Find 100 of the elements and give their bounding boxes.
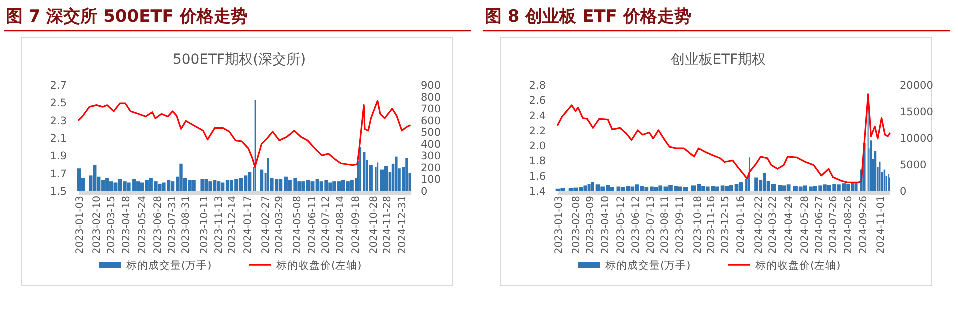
bar bbox=[208, 182, 212, 191]
x-tick-label: 2023-08-31 bbox=[181, 196, 192, 254]
x-tick-label: 2023-11-16 bbox=[706, 196, 718, 254]
bar bbox=[395, 156, 398, 191]
bar bbox=[260, 170, 264, 191]
x-tick-label: 2024-03-29 bbox=[274, 196, 286, 254]
y2-tick-label: 5000 bbox=[900, 160, 927, 172]
y-tick-label: 2.5 bbox=[50, 98, 67, 110]
x-tick-label: 2023-12-15 bbox=[720, 196, 732, 254]
x-tick-label: 2024-08-26 bbox=[844, 196, 855, 254]
y-tick-label: 1.8 bbox=[529, 156, 546, 168]
x-tick-label: 2023-02-08 bbox=[571, 196, 582, 254]
bar bbox=[284, 176, 288, 191]
y2-tick-label: 500 bbox=[421, 127, 442, 140]
x-tick-label: 2023-04-10 bbox=[600, 196, 612, 254]
x-tick-label: 2024-02-22 bbox=[754, 196, 765, 254]
line-series bbox=[557, 94, 891, 184]
y2-tick-label: 900 bbox=[421, 80, 442, 92]
x-tick-label: 2023-02-10 bbox=[92, 196, 103, 254]
x-tick-label: 2024-07-26 bbox=[828, 196, 840, 254]
x-tick-label: 2024-05-08 bbox=[292, 196, 304, 254]
x-tick-label: 2024-07-12 bbox=[321, 196, 332, 254]
legend-label: 标的收盘价(左轴) bbox=[276, 259, 362, 272]
bar bbox=[298, 182, 302, 191]
bar bbox=[846, 184, 851, 191]
bar bbox=[279, 179, 283, 191]
y-tick-label: 2.2 bbox=[529, 125, 546, 138]
bar bbox=[204, 179, 208, 191]
x-tick-label: 2023-01-03 bbox=[75, 196, 86, 254]
y-tick-label: 2.8 bbox=[529, 80, 546, 92]
bar bbox=[110, 182, 114, 191]
bar bbox=[725, 186, 730, 191]
bar bbox=[217, 182, 221, 191]
y-tick-label: 1.6 bbox=[529, 170, 546, 183]
x-tick-label: 2024-03-22 bbox=[768, 196, 779, 254]
y-tick-label: 1.4 bbox=[529, 186, 546, 198]
y-tick-label: 1.9 bbox=[50, 150, 67, 163]
y-tick-label: 2.1 bbox=[50, 133, 67, 145]
bar bbox=[328, 182, 332, 191]
x-tick-label: 2024-04-24 bbox=[784, 196, 795, 254]
bar bbox=[739, 182, 744, 191]
x-tick-label: 2023-10-18 bbox=[692, 196, 704, 254]
y-tick-label: 2.3 bbox=[50, 115, 67, 128]
bar bbox=[654, 187, 658, 191]
bar bbox=[406, 158, 408, 191]
x-tick-label: 2024-12-31 bbox=[397, 196, 408, 254]
x-tick-label: 2023-11-13 bbox=[214, 196, 225, 254]
bar bbox=[762, 172, 766, 191]
x-tick-label: 2023-06-28 bbox=[152, 196, 164, 254]
y2-tick-label: 100 bbox=[421, 174, 442, 186]
x-tick-label: 2024-11-28 bbox=[382, 196, 394, 254]
x-tick-label: 2024-06-27 bbox=[814, 196, 826, 254]
bar bbox=[384, 166, 388, 191]
y2-tick-label: 600 bbox=[421, 115, 442, 128]
x-tick-label: 2023-06-12 bbox=[631, 196, 642, 254]
y2-tick-label: 10000 bbox=[900, 133, 934, 145]
x-tick-label: 2024-05-28 bbox=[800, 196, 812, 254]
bar bbox=[180, 164, 183, 191]
x-tick-label: 2024-10-28 bbox=[368, 196, 380, 254]
bar bbox=[591, 182, 594, 191]
y2-tick-label: 0 bbox=[900, 186, 907, 198]
x-tick-label: 2023-05-24 bbox=[137, 196, 148, 254]
y2-tick-label: 300 bbox=[421, 150, 442, 163]
y2-tick-label: 200 bbox=[421, 162, 442, 174]
chart-title: 图 7 深交所 500ETF 价格走势 bbox=[6, 7, 248, 27]
bar bbox=[803, 186, 808, 191]
y-tick-label: 1.5 bbox=[50, 186, 67, 198]
legend-label: 标的成交量(万手) bbox=[604, 259, 691, 272]
bar bbox=[630, 186, 635, 191]
line-series bbox=[78, 100, 411, 168]
x-tick-label: 2023-12-14 bbox=[228, 196, 239, 254]
x-tick-label: 2023-07-31 bbox=[168, 196, 179, 254]
x-tick-label: 2023-09-11 bbox=[674, 196, 686, 254]
x-tick-label: 2024-01-16 bbox=[736, 196, 748, 254]
x-tick-label: 2024-06-11 bbox=[307, 196, 318, 254]
bar bbox=[106, 178, 110, 191]
bar bbox=[380, 170, 384, 191]
x-tick-label: 2023-04-18 bbox=[121, 196, 132, 254]
bar bbox=[192, 180, 196, 191]
y-tick-label: 2.6 bbox=[529, 95, 546, 108]
y-tick-label: 2.7 bbox=[50, 80, 67, 92]
x-tick-label: 2023-07-13 bbox=[646, 196, 658, 254]
x-tick-label: 2024-01-17 bbox=[242, 196, 254, 254]
chart-title: 图 8 创业板 ETF 价格走势 bbox=[485, 7, 692, 27]
y2-tick-label: 20000 bbox=[900, 80, 934, 92]
x-tick-label: 2024-09-18 bbox=[351, 196, 362, 254]
bar bbox=[588, 184, 591, 191]
y2-tick-label: 15000 bbox=[900, 106, 934, 118]
bar bbox=[200, 179, 204, 191]
x-tick-label: 2024-02-27 bbox=[260, 196, 272, 254]
legend-label: 标的成交量(万手) bbox=[126, 259, 212, 272]
chart-subtitle: 创业板ETF期权 bbox=[670, 52, 766, 68]
x-tick-label: 2023-03-09 bbox=[585, 196, 596, 254]
bar bbox=[114, 182, 118, 191]
y2-tick-label: 400 bbox=[421, 138, 442, 151]
legend-label: 标的收盘价(左轴) bbox=[754, 259, 841, 272]
bar bbox=[350, 180, 354, 191]
chart-subtitle: 500ETF期权(深交所) bbox=[172, 52, 306, 68]
x-tick-label: 2023-10-11 bbox=[199, 196, 210, 254]
x-tick-label: 2023-01-03 bbox=[554, 196, 565, 254]
